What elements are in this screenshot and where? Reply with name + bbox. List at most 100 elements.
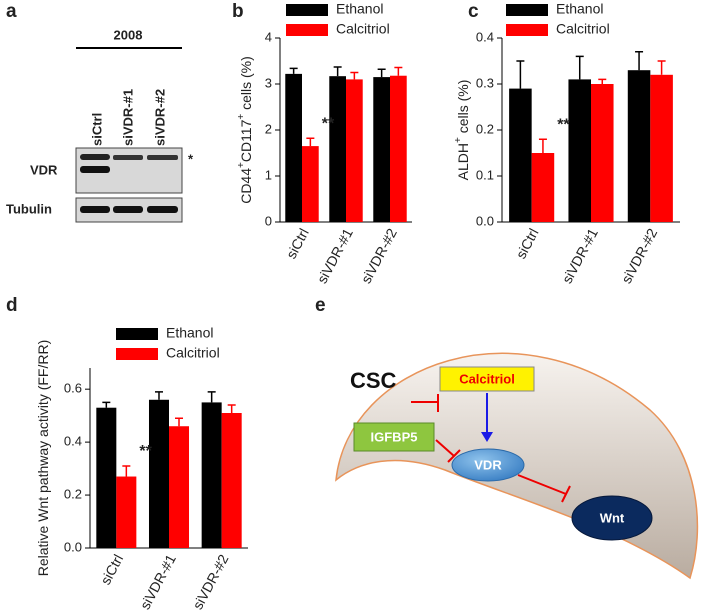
y-label-part: + [236, 114, 247, 120]
bar [116, 476, 137, 548]
bar [169, 426, 190, 548]
bar [285, 73, 302, 222]
error-bar [154, 391, 163, 400]
band [147, 206, 178, 213]
error-bar [306, 137, 315, 147]
inhibition-bar [561, 485, 571, 503]
panel-label: e [315, 295, 326, 316]
inhibition-line [435, 439, 455, 457]
inhibition-bar [447, 449, 461, 463]
panel-label: b [232, 1, 244, 22]
y-tick-label: 2 [265, 121, 272, 136]
node-shape [451, 448, 525, 482]
cell-line: 2008 [114, 27, 143, 42]
y-label-part: cells (%) [455, 80, 471, 138]
bar [390, 75, 407, 222]
inhibition-line [517, 474, 567, 495]
marker: * [188, 151, 194, 166]
band [80, 166, 110, 173]
bar [591, 84, 614, 222]
y-label-part: CD44 [238, 168, 254, 204]
panel-label: c [468, 1, 479, 22]
y-tick-label: 3 [265, 75, 272, 90]
row-label: VDR [30, 162, 58, 177]
y-tick-label: 0.4 [476, 29, 494, 44]
band [80, 206, 110, 213]
band [80, 154, 110, 160]
y-tick-label: 0 [265, 213, 272, 228]
y-tick-label: 0.0 [64, 539, 82, 554]
y-label-part: CD117 [238, 119, 254, 162]
error-bar [350, 71, 359, 80]
y-tick-label: 0.3 [476, 75, 494, 90]
legend-swatch [506, 4, 548, 16]
node-label: VDR [474, 457, 502, 472]
node-label: IGFBP5 [371, 429, 418, 444]
legend-swatch [116, 328, 158, 340]
bar [568, 79, 591, 223]
node-shape [571, 495, 653, 541]
error-bar [289, 67, 298, 74]
diagram: CSC Calcitriol IGFBP5 VDR Wnt [335, 352, 699, 580]
legend-label: Calcitriol [166, 345, 220, 361]
error-bar [394, 66, 403, 76]
legend-label: Ethanol [166, 325, 213, 341]
legend-swatch [286, 4, 328, 16]
band [113, 155, 143, 160]
lane-label: siVDR-#2 [152, 89, 167, 146]
bar [302, 146, 319, 222]
error-bar [598, 78, 607, 84]
y-tick-label: 1 [265, 167, 272, 182]
error-bar [227, 404, 236, 413]
y-tick-label: 0.0 [476, 213, 494, 228]
legend-label: Ethanol [336, 1, 383, 17]
bar [201, 402, 222, 548]
y-tick-label: 0.6 [64, 381, 82, 396]
node-label: Calcitriol [459, 371, 515, 386]
bar [346, 79, 363, 223]
arrow-head [481, 432, 493, 442]
y-tick-label: 0.2 [476, 121, 494, 136]
band [113, 206, 143, 213]
error-bar [516, 60, 525, 89]
y-axis-label: Relative Wnt pathway activity (FF/RR) [35, 340, 51, 577]
y-tick-label: 0.1 [476, 167, 494, 182]
bar [221, 413, 242, 548]
error-bar [657, 60, 666, 75]
node-box [353, 422, 435, 452]
annotation: ** [139, 443, 152, 460]
y-axis-label: ALDH+ cells (%) [453, 80, 471, 181]
legend-label: Calcitriol [336, 21, 390, 37]
y-label-part: + [453, 137, 464, 143]
error-bar [377, 68, 386, 78]
error-bar [538, 138, 547, 153]
legend-swatch [506, 24, 548, 36]
y-tick-label: 0.4 [64, 434, 82, 449]
y-axis-label: CD44+CD117+ cells (%) [236, 56, 254, 204]
y-label-part: cells (%) [238, 56, 254, 114]
error-bar [635, 51, 644, 71]
bar [329, 76, 346, 223]
annotation: ** [557, 116, 570, 133]
error-bar [175, 417, 184, 427]
legend-swatch [116, 348, 158, 360]
legend-swatch [286, 24, 328, 36]
bar [148, 399, 169, 548]
y-label-part: ALDH [455, 143, 471, 180]
lane-label: siVDR-#1 [120, 89, 135, 146]
node-label: Wnt [600, 510, 625, 525]
error-bar [207, 391, 216, 403]
lane-label: siCtrl [89, 113, 104, 146]
western-blot: 2008 siCtrl siVDR-#1 siVDR-#2 VDR * Tubu… [6, 27, 194, 223]
node-box [439, 366, 535, 392]
error-bar [102, 401, 111, 408]
bar [509, 88, 532, 222]
legend-label: Ethanol [556, 1, 603, 17]
panel-label: d [6, 295, 18, 316]
bar [627, 70, 651, 222]
annotation: ** [322, 115, 335, 132]
panel-label: a [6, 1, 17, 22]
band [147, 155, 178, 160]
legend-label: Calcitriol [556, 21, 610, 37]
y-label-part: + [236, 162, 247, 168]
